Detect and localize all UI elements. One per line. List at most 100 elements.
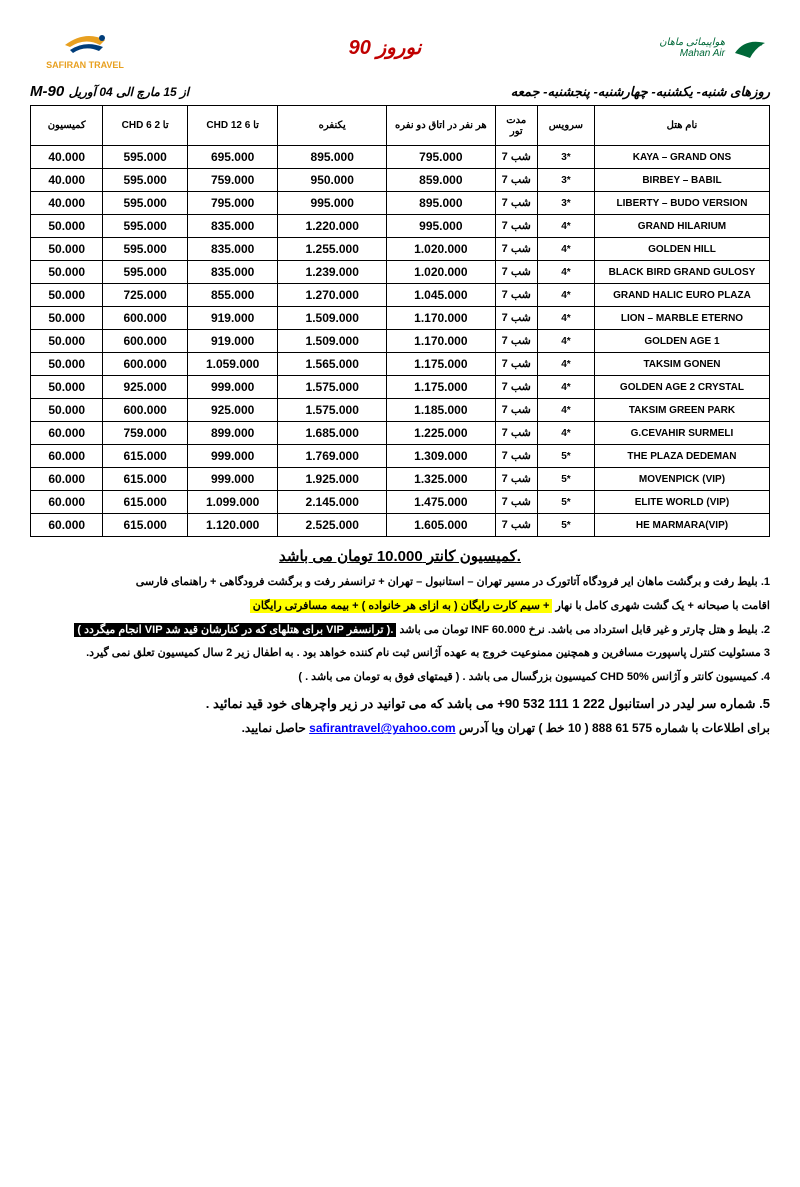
- stars-cell: 3*: [537, 146, 594, 169]
- table-row: 50.000725.000855.0001.270.0001.045.0007 …: [31, 284, 770, 307]
- chd12-cell: 835.000: [187, 215, 278, 238]
- table-row: 50.000925.000999.0001.575.0001.175.0007 …: [31, 376, 770, 399]
- commission-cell: 60.000: [31, 422, 103, 445]
- commission-cell: 50.000: [31, 307, 103, 330]
- nights-cell: 7 شب: [495, 169, 537, 192]
- nights-cell: 7 شب: [495, 445, 537, 468]
- table-row: 60.000615.000999.0001.925.0001.325.0007 …: [31, 468, 770, 491]
- commission-cell: 40.000: [31, 169, 103, 192]
- single-cell: 995.000: [278, 192, 387, 215]
- single-cell: 2.145.000: [278, 491, 387, 514]
- commission-cell: 60.000: [31, 514, 103, 537]
- note-5: 5. شماره سر لیدر در استانبول 222 1 111 5…: [30, 692, 770, 715]
- nights-cell: 7 شب: [495, 422, 537, 445]
- stars-cell: 5*: [537, 514, 594, 537]
- hotel-cell: BIRBEY – BABIL: [594, 169, 769, 192]
- chd12-cell: 925.000: [187, 399, 278, 422]
- highlight-black: .( ترانسفر VIP برای هتلهای که در کنارشان…: [74, 623, 396, 637]
- table-row: 50.000595.000835.0001.239.0001.020.0007 …: [31, 261, 770, 284]
- hotel-cell: GRAND HALIC EURO PLAZA: [594, 284, 769, 307]
- commission-cell: 50.000: [31, 261, 103, 284]
- mahan-logo: هواپیمائی ماهان Mahan Air: [630, 23, 770, 73]
- nights-cell: 7 شب: [495, 353, 537, 376]
- table-row: 40.000595.000795.000995.000895.0007 شب3*…: [31, 192, 770, 215]
- chd6-cell: 725.000: [103, 284, 187, 307]
- stars-cell: 5*: [537, 491, 594, 514]
- stars-cell: 4*: [537, 422, 594, 445]
- single-cell: 1.509.000: [278, 307, 387, 330]
- double-cell: 1.170.000: [387, 307, 496, 330]
- nights-cell: 7 شب: [495, 330, 537, 353]
- table-row: 40.000595.000695.000895.000795.0007 شب3*…: [31, 146, 770, 169]
- chd12-cell: 999.000: [187, 376, 278, 399]
- hotel-cell: HE MARMARA(VIP): [594, 514, 769, 537]
- hotel-cell: KAYA – GRAND ONS: [594, 146, 769, 169]
- chd6-cell: 615.000: [103, 445, 187, 468]
- chd12-cell: 899.000: [187, 422, 278, 445]
- commission-cell: 60.000: [31, 445, 103, 468]
- chd6-cell: 595.000: [103, 238, 187, 261]
- nights-cell: 7 شب: [495, 468, 537, 491]
- double-cell: 1.175.000: [387, 376, 496, 399]
- email-link[interactable]: safirantravel@yahoo.com: [309, 721, 455, 735]
- chd12-cell: 759.000: [187, 169, 278, 192]
- note-3: 3 مسئولیت کنترل پاسپورت مسافرین و همچنین…: [30, 644, 770, 664]
- nights-cell: 7 شب: [495, 192, 537, 215]
- commission-cell: 40.000: [31, 192, 103, 215]
- nights-cell: 7 شب: [495, 238, 537, 261]
- double-cell: 1.225.000: [387, 422, 496, 445]
- single-cell: 1.270.000: [278, 284, 387, 307]
- double-cell: 1.045.000: [387, 284, 496, 307]
- col-commission: کمیسیون: [31, 106, 103, 146]
- stars-cell: 5*: [537, 468, 594, 491]
- single-cell: 1.575.000: [278, 376, 387, 399]
- chd12-cell: 919.000: [187, 330, 278, 353]
- stars-cell: 3*: [537, 169, 594, 192]
- stars-cell: 4*: [537, 330, 594, 353]
- nights-cell: 7 شب: [495, 146, 537, 169]
- single-cell: 1.575.000: [278, 399, 387, 422]
- double-cell: 895.000: [387, 192, 496, 215]
- hotel-cell: GOLDEN HILL: [594, 238, 769, 261]
- col-stars: سرویس: [537, 106, 594, 146]
- double-cell: 795.000: [387, 146, 496, 169]
- note-4: 4. کمیسیون کانتر و آژانس CHD 50% کمیسیون…: [30, 668, 770, 688]
- chd12-cell: 999.000: [187, 468, 278, 491]
- commission-cell: 50.000: [31, 215, 103, 238]
- hotel-cell: TAKSIM GONEN: [594, 353, 769, 376]
- nights-cell: 7 شب: [495, 284, 537, 307]
- chd6-cell: 615.000: [103, 491, 187, 514]
- stars-cell: 4*: [537, 238, 594, 261]
- commission-cell: 50.000: [31, 376, 103, 399]
- table-row: 60.000615.0001.120.0002.525.0001.605.000…: [31, 514, 770, 537]
- chd6-cell: 600.000: [103, 307, 187, 330]
- price-table: کمیسیون CHD 6 تا 2 CHD 12 تا 6 یکنفره هر…: [30, 105, 770, 537]
- header-row: SAFIRAN TRAVEL نوروز 90 هواپیمائی ماهان …: [30, 20, 770, 75]
- chd12-cell: 695.000: [187, 146, 278, 169]
- safiran-logo-icon: [55, 25, 115, 60]
- single-cell: 2.525.000: [278, 514, 387, 537]
- chd6-cell: 595.000: [103, 192, 187, 215]
- chd6-cell: 600.000: [103, 353, 187, 376]
- stars-cell: 4*: [537, 215, 594, 238]
- nights-cell: 7 شب: [495, 215, 537, 238]
- table-row: 40.000595.000759.000950.000859.0007 شب3*…: [31, 169, 770, 192]
- table-row: 50.000595.000835.0001.255.0001.020.0007 …: [31, 238, 770, 261]
- stars-cell: 4*: [537, 284, 594, 307]
- hotel-cell: GOLDEN AGE 1: [594, 330, 769, 353]
- chd6-cell: 615.000: [103, 468, 187, 491]
- double-cell: 1.175.000: [387, 353, 496, 376]
- single-cell: 895.000: [278, 146, 387, 169]
- double-cell: 1.020.000: [387, 261, 496, 284]
- chd12-cell: 1.120.000: [187, 514, 278, 537]
- commission-cell: 60.000: [31, 468, 103, 491]
- page-title: نوروز 90: [140, 35, 630, 60]
- single-cell: 1.239.000: [278, 261, 387, 284]
- hotel-cell: LION – MARBLE ETERNO: [594, 307, 769, 330]
- col-hotel: نام هتل: [594, 106, 769, 146]
- table-row: 50.000595.000835.0001.220.000995.0007 شب…: [31, 215, 770, 238]
- days-text: روزهای شنبه- یکشنبه- چهارشنبه- پنجشنبه- …: [511, 84, 770, 100]
- single-cell: 1.925.000: [278, 468, 387, 491]
- double-cell: 1.475.000: [387, 491, 496, 514]
- single-cell: 950.000: [278, 169, 387, 192]
